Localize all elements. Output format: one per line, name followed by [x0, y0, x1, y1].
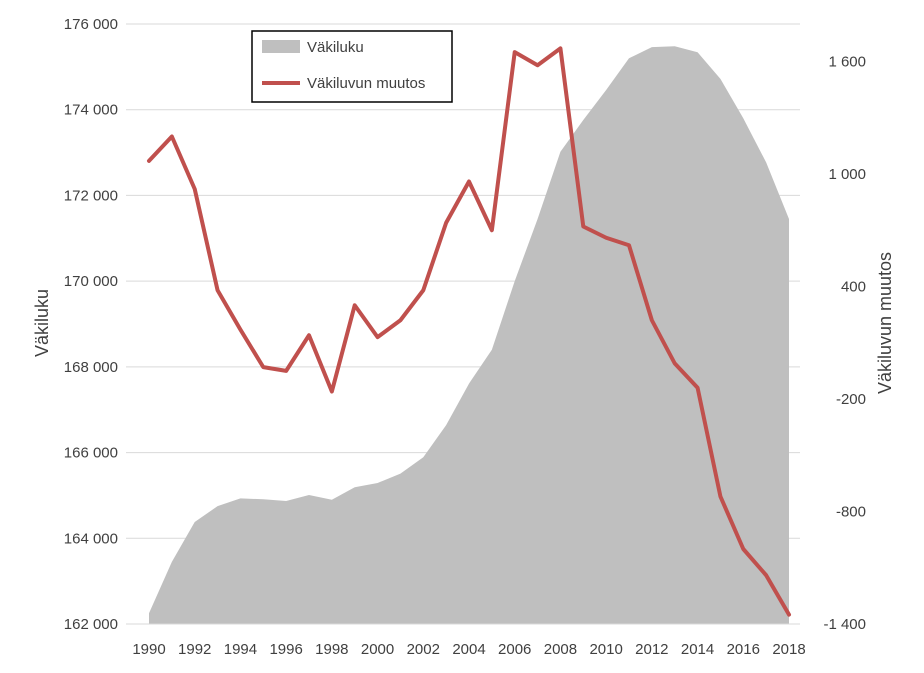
- axes: 1990 1992 1994 1996 1998 2000 2002 2004 2006 2008…: [64, 16, 866, 658]
- y-left-tick-label-4: 170 000: [64, 273, 118, 290]
- legend-swatch-vakiluku: [262, 40, 300, 53]
- y-left-tick-label-5: 172 000: [64, 187, 118, 204]
- y-left-tick-label-0: 162 000: [64, 616, 118, 633]
- x-tick-label-11: 2012: [635, 641, 668, 658]
- area-series-layer: [149, 46, 789, 625]
- y-left-axis-title: Väkiluku: [32, 289, 52, 357]
- area-series-vakiluku: [149, 46, 789, 625]
- x-tick-label-2: 1994: [224, 641, 257, 658]
- y-left-tick-label-1: 164 000: [64, 530, 118, 547]
- x-tick-label-14: 2018: [772, 641, 805, 658]
- x-tick-label-6: 2002: [407, 641, 440, 658]
- y-right-tick-label-0: -1 400: [823, 616, 866, 633]
- y-right-tick-label-4: 1 000: [828, 166, 866, 183]
- x-tick-label-9: 2008: [544, 641, 577, 658]
- x-tick-label-5: 2000: [361, 641, 394, 658]
- y-right-tick-label-3: 400: [841, 279, 866, 296]
- x-tick-label-0: 1990: [132, 641, 165, 658]
- x-tick-label-8: 2006: [498, 641, 531, 658]
- legend-label-vakiluvun-muutos: Väkiluvun muutos: [307, 75, 425, 92]
- x-tick-label-12: 2014: [681, 641, 714, 658]
- line-series-vakiluvun-muutos: [147, 46, 791, 617]
- x-tick-label-1: 1992: [178, 641, 211, 658]
- y-right-tick-label-5: 1 600: [828, 54, 866, 71]
- legend-label-vakiluku: Väkiluku: [307, 39, 364, 56]
- x-tick-label-7: 2004: [452, 641, 485, 658]
- legend: Väkiluku Väkiluvun muutos: [251, 30, 453, 103]
- y-left-tick-label-2: 166 000: [64, 445, 118, 462]
- y-right-tick-label-2: -200: [836, 391, 866, 408]
- x-tick-label-4: 1998: [315, 641, 348, 658]
- x-tick-label-10: 2010: [589, 641, 622, 658]
- x-tick-label-13: 2016: [727, 641, 760, 658]
- y-left-tick-label-6: 174 000: [64, 102, 118, 119]
- y-left-tick-label-7: 176 000: [64, 16, 118, 33]
- line-series-layer: [147, 46, 791, 617]
- y-left-tick-label-3: 168 000: [64, 359, 118, 376]
- y-right-axis-title: Väkiluvun muutos: [875, 252, 895, 394]
- y-right-tick-label-1: -800: [836, 504, 866, 521]
- x-tick-label-3: 1996: [269, 641, 302, 658]
